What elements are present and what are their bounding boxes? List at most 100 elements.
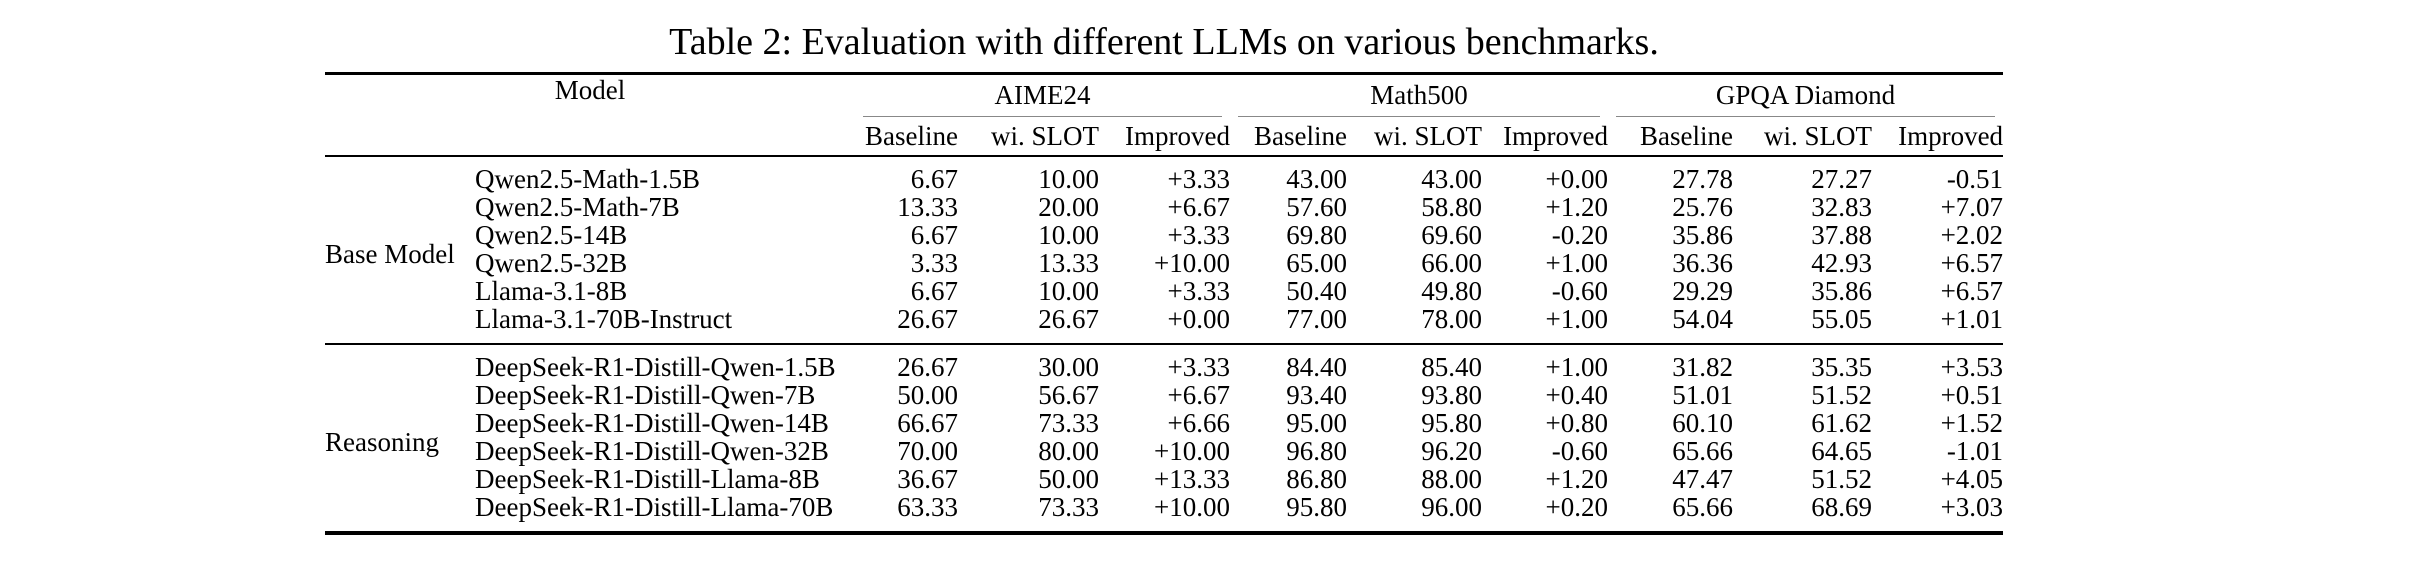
row-group-label: Base Model (325, 156, 475, 345)
math500-value-cell: 95.00 (1286, 408, 1348, 438)
math500-value-cell: 57.60 (1286, 192, 1348, 222)
model-name-cell: DeepSeek-R1-Distill-Llama-8B (475, 464, 820, 494)
aime24-value-cell: 26.67 (958, 305, 1099, 345)
math500-value-cell: 95.80 (1230, 493, 1348, 535)
math500-value-cell: 43.00 (1286, 164, 1348, 194)
metric-header-baseline: Baseline (1230, 117, 1348, 157)
aime24-value-cell: 26.67 (855, 305, 958, 345)
gpqa_diamond-value-cell: 60.10 (1672, 408, 1734, 438)
aime24-value-cell: 70.00 (897, 436, 958, 466)
metric-header-row: Baseline wi. SLOT Improved Baseline wi. … (325, 117, 2004, 157)
table-row: DeepSeek-R1-Distill-Qwen-7B 50.00 56.67 +6.… (325, 381, 2003, 409)
benchmark-label: GPQA Diamond (1616, 80, 1996, 117)
math500-value-cell: 88.00 (1421, 464, 1483, 494)
math500-value-cell: +0.00 (1545, 164, 1609, 194)
gpqa_diamond-value-cell: 51.52 (1811, 464, 1873, 494)
gpqa_diamond-value-cell: 27.78 (1672, 164, 1734, 194)
metric-header-improved: Improved (1872, 117, 2004, 157)
math500-value-cell: 96.20 (1421, 436, 1483, 466)
aime24-value-cell: 10.00 (1038, 164, 1099, 194)
metric-header-baseline: Baseline (1608, 117, 1734, 157)
math500-value-cell: 69.60 (1421, 220, 1483, 250)
math500-value-cell: -0.20 (1551, 220, 1609, 250)
math500-value-cell: 66.00 (1421, 248, 1483, 278)
metric-header-wi-slot: wi. SLOT (958, 117, 1099, 157)
benchmark-header-gpqa-diamond: GPQA Diamond (1608, 74, 2003, 117)
gpqa_diamond-value-cell: 35.86 (1672, 220, 1734, 250)
model-name-cell: Qwen2.5-Math-1.5B (475, 164, 700, 194)
gpqa_diamond-value-cell: +1.52 (1940, 408, 2004, 438)
aime24-value-cell: +3.33 (1167, 220, 1231, 250)
model-column-header: Model (325, 73, 855, 157)
math500-value-cell: 77.00 (1230, 305, 1348, 345)
table-row: Llama-3.1-8B 6.67 10.00 +3.33 50.40 49.80 -0.6… (325, 277, 2003, 305)
gpqa_diamond-value-cell: 37.88 (1811, 220, 1873, 250)
math500-value-cell: 50.40 (1286, 276, 1348, 306)
gpqa_diamond-value-cell: +6.57 (1940, 276, 2004, 306)
table-row: DeepSeek-R1-Distill-Qwen-14B 66.67 73.33 +6… (325, 409, 2003, 437)
aime24-value-cell: +6.66 (1167, 408, 1231, 438)
aime24-value-cell: +13.33 (1154, 464, 1231, 494)
table-row: Llama-3.1-70B-Instruct 26.67 26.67 +0.00 77.… (325, 305, 2004, 345)
model-name-cell: Llama-3.1-8B (475, 276, 628, 306)
gpqa_diamond-value-cell: -0.51 (1946, 164, 2004, 194)
gpqa_diamond-value-cell: -1.01 (1946, 436, 2004, 466)
table-row: Qwen2.5-14B 6.67 10.00 +3.33 69.80 69.60 -0.20… (325, 221, 2003, 249)
aime24-value-cell: 26.67 (897, 352, 958, 382)
model-name-cell: DeepSeek-R1-Distill-Llama-70B (475, 493, 855, 535)
gpqa_diamond-value-cell: 55.05 (1733, 305, 1873, 345)
gpqa_diamond-value-cell: 35.86 (1811, 276, 1873, 306)
benchmark-header-row: Model AIME24 Math500 GPQA Diamond (325, 73, 2003, 157)
math500-value-cell: +1.20 (1545, 464, 1609, 494)
math500-value-cell: 95.80 (1421, 408, 1483, 438)
benchmark-header-aime24: AIME24 (855, 74, 1230, 117)
aime24-value-cell: 63.33 (855, 493, 958, 535)
model-name-cell: Llama-3.1-70B-Instruct (475, 305, 855, 345)
math500-value-cell: 49.80 (1421, 276, 1483, 306)
math500-value-cell: +1.00 (1545, 248, 1609, 278)
metric-header-improved: Improved (1482, 117, 1609, 157)
table-row: DeepSeek-R1-Distill-Llama-8B 36.67 50.00 +1… (325, 465, 2003, 493)
aime24-value-cell: 50.00 (897, 380, 958, 410)
math500-value-cell: +0.80 (1545, 408, 1609, 438)
math500-value-cell: 93.40 (1286, 380, 1348, 410)
benchmark-label: AIME24 (863, 80, 1223, 117)
aime24-value-cell: 73.33 (958, 493, 1099, 535)
math500-value-cell: 65.00 (1286, 248, 1348, 278)
math500-value-cell: 96.00 (1347, 493, 1483, 535)
math500-value-cell: +1.00 (1482, 305, 1609, 345)
aime24-value-cell: 6.67 (910, 220, 958, 250)
gpqa_diamond-value-cell: 35.35 (1811, 352, 1873, 382)
gpqa_diamond-value-cell: 36.36 (1672, 248, 1734, 278)
math500-value-cell: 78.00 (1347, 305, 1483, 345)
aime24-value-cell: +10.00 (1099, 493, 1231, 535)
math500-value-cell: 96.80 (1286, 436, 1348, 466)
aime24-value-cell: 3.33 (910, 248, 958, 278)
gpqa_diamond-value-cell: +0.51 (1940, 380, 2004, 410)
math500-value-cell: -0.60 (1551, 276, 1609, 306)
model-name-cell: DeepSeek-R1-Distill-Qwen-32B (475, 436, 829, 466)
gpqa_diamond-value-cell: 68.69 (1733, 493, 1873, 535)
row-group-label: Reasoning (325, 344, 475, 535)
aime24-value-cell: 6.67 (910, 276, 958, 306)
math500-value-cell: +0.20 (1482, 493, 1609, 535)
aime24-value-cell: 50.00 (1038, 464, 1099, 494)
base-model-group: Base Model Qwen2.5-Math-1.5B 6.67 10.00 +3.3… (325, 156, 2004, 345)
metric-header-baseline: Baseline (855, 117, 958, 157)
aime24-value-cell: +3.33 (1167, 164, 1231, 194)
aime24-value-cell: +0.00 (1099, 305, 1231, 345)
aime24-value-cell: +6.67 (1167, 380, 1231, 410)
aime24-value-cell: 13.33 (1038, 248, 1099, 278)
gpqa_diamond-value-cell: 65.66 (1672, 436, 1734, 466)
benchmark-header-math500: Math500 (1230, 74, 1608, 117)
metric-header-wi-slot: wi. SLOT (1733, 117, 1873, 157)
gpqa_diamond-value-cell: +3.53 (1940, 352, 2004, 382)
aime24-value-cell: 13.33 (897, 192, 958, 222)
aime24-value-cell: 56.67 (1038, 380, 1099, 410)
table-row: Reasoning DeepSeek-R1-Distill-Qwen-1.5B 26… (325, 344, 2004, 535)
aime24-value-cell: 66.67 (897, 408, 958, 438)
model-name-cell: Qwen2.5-14B (475, 220, 628, 250)
aime24-value-cell: 6.67 (910, 164, 958, 194)
gpqa_diamond-value-cell: 25.76 (1672, 192, 1734, 222)
